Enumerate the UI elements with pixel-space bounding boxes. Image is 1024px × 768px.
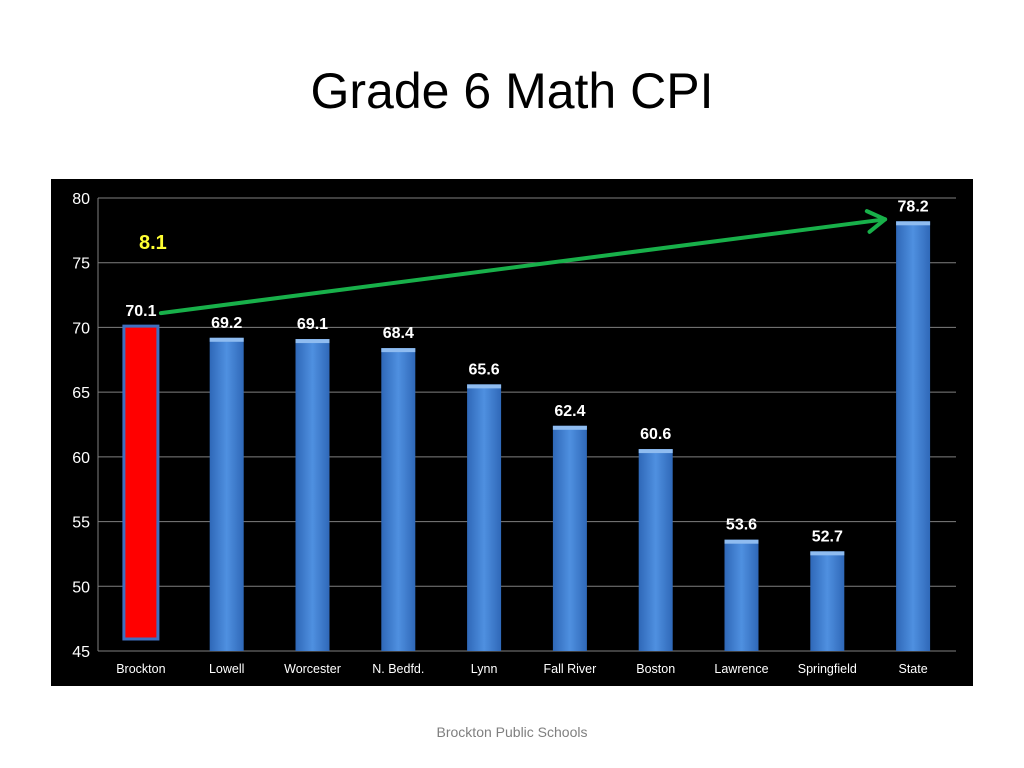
bar-top-highlight: [381, 348, 416, 353]
bar-highlight: [122, 324, 160, 641]
bar: [552, 425, 587, 651]
x-tick-label: Lowell: [209, 662, 244, 676]
bar: [810, 551, 845, 651]
data-label: 52.7: [812, 528, 843, 545]
bar: [381, 348, 416, 651]
arrow-right-icon: [864, 209, 888, 234]
bar-chart: 45 50 55 60 65 70 75 80 70.1 Brockton 69.2 Lowell 69…: [72, 191, 956, 676]
bar: [209, 337, 244, 651]
bar-top-highlight: [896, 221, 931, 226]
bar-top-highlight: [552, 425, 587, 430]
bar-top-highlight: [209, 337, 244, 342]
chart-panel: 45 50 55 60 65 70 75 80 70.1 Brockton 69.2 Lowell 69…: [51, 179, 973, 686]
x-tick-label: Boston: [636, 662, 675, 676]
data-label: 68.4: [383, 325, 414, 342]
data-label: 78.2: [898, 198, 929, 215]
y-tick-label: 50: [72, 579, 90, 596]
slide-title: Grade 6 Math CPI: [310, 63, 714, 119]
x-tick-label: Brockton: [116, 662, 165, 676]
bar-top-highlight: [467, 384, 502, 389]
bar-top-highlight: [638, 449, 673, 454]
x-tick-label: Lawrence: [714, 662, 768, 676]
bar: [467, 384, 502, 651]
y-tick-label: 80: [72, 191, 90, 208]
data-label: 70.1: [125, 303, 156, 320]
y-tick-label: 65: [72, 385, 90, 402]
bar: [295, 339, 330, 651]
x-tick-label: N. Bedfd.: [372, 662, 424, 676]
data-label: 60.6: [640, 426, 671, 443]
data-label: 53.6: [726, 517, 757, 534]
bar: [724, 539, 759, 651]
x-tick-label: Lynn: [471, 662, 498, 676]
data-label: 65.6: [469, 361, 500, 378]
footer-text: Brockton Public Schools: [436, 724, 588, 740]
data-label: 62.4: [554, 403, 585, 420]
bar: [638, 449, 673, 651]
data-label: 69.1: [297, 316, 328, 333]
y-tick-label: 55: [72, 515, 90, 532]
bar-top-highlight: [810, 551, 845, 556]
x-tick-label: Worcester: [284, 662, 341, 676]
annotation-label: 8.1: [139, 232, 167, 254]
y-tick-label: 45: [72, 644, 90, 661]
x-tick-label: Springfield: [798, 662, 857, 676]
trend-arrow-line: [158, 217, 888, 316]
data-label: 69.2: [211, 315, 242, 332]
y-tick-label: 60: [72, 450, 90, 467]
bar-top-highlight: [295, 339, 330, 344]
x-tick-label: Fall River: [544, 662, 597, 676]
bar: [896, 221, 931, 651]
bar-top-highlight: [724, 539, 759, 544]
y-tick-label: 75: [72, 256, 90, 273]
x-tick-label: State: [899, 662, 928, 676]
y-tick-label: 70: [72, 320, 90, 337]
